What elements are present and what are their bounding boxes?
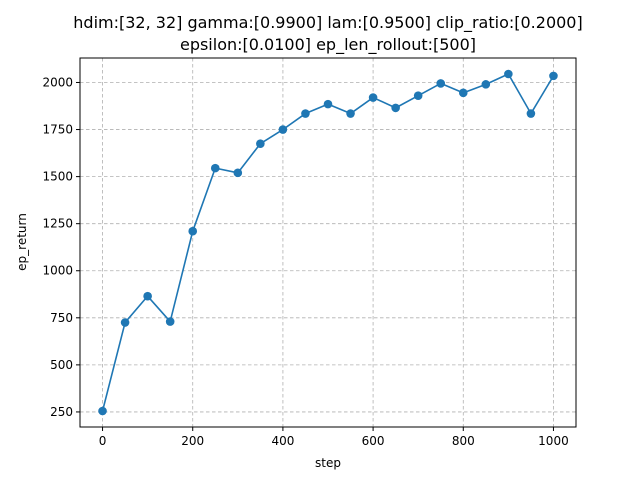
x-tick-label: 600 <box>362 434 385 448</box>
data-point <box>391 103 400 113</box>
y-tick-label: 1500 <box>42 170 73 184</box>
data-point <box>120 318 130 327</box>
chart-title-line-1: hdim:[32, 32] gamma:[0.9900] lam:[0.9500… <box>73 13 582 33</box>
data-point <box>278 125 288 134</box>
data-point <box>413 91 423 100</box>
data-point <box>549 71 558 81</box>
data-point <box>188 226 198 236</box>
plot-frame <box>79 57 577 428</box>
ticks-layer: 0 200 400 600 800 1000 250 500 750 1000 1250 1500 17… <box>42 75 568 448</box>
data-point <box>143 291 152 301</box>
data-point <box>368 93 378 102</box>
data-point <box>436 79 446 88</box>
x-tick-label: 200 <box>181 434 204 448</box>
x-axis-label: step <box>315 456 341 470</box>
data-point <box>481 80 491 89</box>
y-tick-label: 500 <box>50 358 73 372</box>
x-tick-label: 1000 <box>538 434 569 448</box>
y-tick-label: 1000 <box>42 264 73 278</box>
y-tick-label: 1750 <box>42 123 73 137</box>
y-tick-label: 1250 <box>42 217 73 231</box>
chart-title-line-2: epsilon:[0.0100] ep_len_rollout:[500] <box>180 35 476 55</box>
data-point <box>233 168 243 178</box>
data-point <box>458 88 468 98</box>
series-layer <box>98 69 558 416</box>
y-tick-label: 2000 <box>42 75 73 89</box>
y-tick-label: 250 <box>50 405 73 419</box>
data-point <box>504 69 513 79</box>
x-tick-label: 400 <box>271 434 294 448</box>
data-point <box>323 99 333 109</box>
x-tick-label: 800 <box>452 434 475 448</box>
grid-layer <box>80 58 576 427</box>
x-tick-label: 0 <box>99 434 107 448</box>
y-tick-label: 750 <box>50 311 73 325</box>
data-point <box>301 109 310 118</box>
data-point <box>256 139 265 148</box>
data-point <box>98 406 107 416</box>
data-point <box>526 109 536 118</box>
data-point <box>165 317 175 326</box>
y-axis-label: ep_return <box>15 213 29 271</box>
data-point <box>210 163 220 173</box>
data-point <box>346 109 355 118</box>
